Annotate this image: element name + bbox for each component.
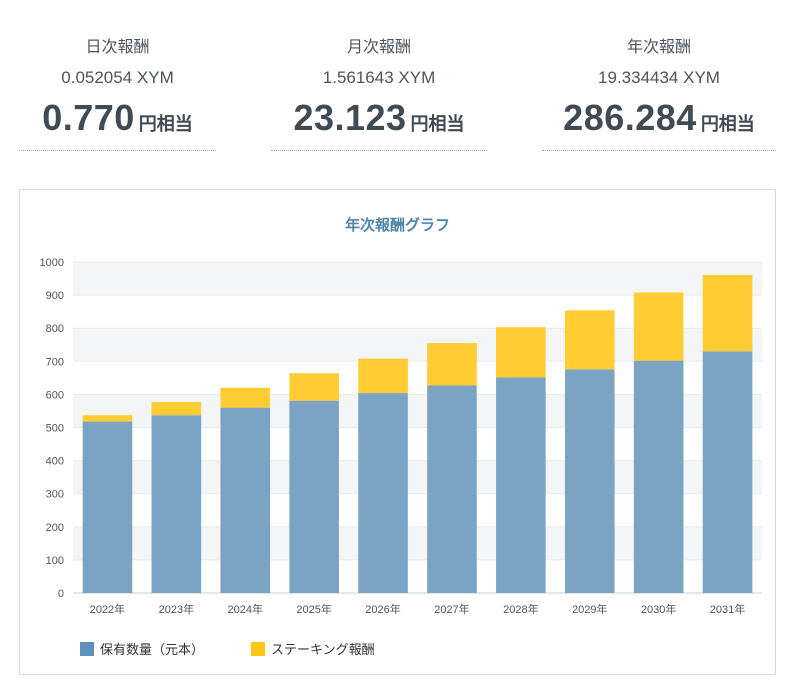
bar-principal — [289, 400, 339, 593]
legend-swatch-staking — [251, 642, 265, 656]
y-tick-label: 100 — [46, 555, 64, 567]
monthly-reward-xym: 1.561643 XYM — [322, 68, 436, 87]
x-tick-label: 2024年 — [228, 602, 263, 616]
daily-reward-jpy: 0.770 円相当 — [19, 96, 216, 140]
y-tick-label: 900 — [46, 290, 64, 302]
y-tick-label: 600 — [46, 389, 64, 401]
y-tick-label: 1000 — [40, 257, 64, 269]
x-tick-label: 2027年 — [434, 602, 469, 616]
legend-label-principal: 保有数量（元本） — [100, 642, 205, 657]
yearly-reward-jpy: 286.284 円相当 — [542, 96, 776, 140]
bar-staking — [289, 373, 339, 401]
x-tick-label: 2025年 — [296, 602, 331, 616]
x-tick-label: 2031年 — [710, 602, 745, 616]
x-tick-label: 2026年 — [365, 602, 400, 616]
yearly-reward-jpy-value: 286.284 — [563, 97, 697, 138]
x-tick-label: 2023年 — [159, 602, 194, 616]
monthly-reward-label: 月次報酬 — [346, 39, 411, 56]
bar-staking — [220, 387, 271, 408]
daily-reward-xym: 0.052054 XYM — [61, 68, 174, 87]
legend-item-staking[interactable]: ステーキング報酬 — [251, 642, 375, 658]
yearly-reward-label: 年次報酬 — [626, 39, 691, 56]
yearly-reward-xym: 19.334434 XYM — [598, 68, 720, 87]
y-tick-label: 300 — [46, 489, 64, 501]
bar-staking — [702, 274, 753, 352]
legend-item-principal[interactable]: 保有数量（元本） — [80, 642, 204, 658]
y-tick-label: 400 — [46, 456, 64, 468]
y-tick-label: 200 — [46, 522, 64, 534]
legend-swatch-principal — [80, 642, 94, 656]
bar-principal — [220, 407, 271, 593]
bar-staking — [496, 327, 546, 378]
bar-staking — [427, 343, 477, 386]
yearly-reward-chart: 年次報酬グラフ 0 100 200 300 400 500 600 700 800 900 1000… — [19, 189, 776, 675]
y-tick-label: 500 — [46, 423, 64, 435]
x-tick-label: 2022年 — [90, 602, 125, 616]
monthly-reward-card: 月次報酬 1.561643 XYM 23.123 円相当 — [271, 30, 487, 151]
grid-band — [73, 262, 762, 296]
monthly-reward-jpy: 23.123 円相当 — [271, 96, 487, 140]
yearly-reward-card: 年次報酬 19.334434 XYM 286.284 円相当 — [542, 30, 776, 151]
bar-staking — [564, 310, 615, 370]
legend-label-staking: ステーキング報酬 — [271, 642, 375, 657]
daily-reward-jpy-unit: 円相当 — [138, 114, 193, 134]
bar-principal — [427, 385, 477, 593]
monthly-reward-jpy-unit: 円相当 — [410, 114, 465, 134]
bar-principal — [564, 369, 615, 593]
yearly-reward-jpy-unit: 円相当 — [700, 114, 755, 134]
bar-staking — [151, 402, 202, 416]
bar-principal — [151, 415, 202, 593]
daily-reward-card: 日次報酬 0.052054 XYM 0.770 円相当 — [19, 30, 216, 151]
bar-staking — [358, 358, 408, 394]
reward-stats: 日次報酬 0.052054 XYM 0.770 円相当 月次報酬 1.561643… — [0, 0, 798, 160]
daily-reward-jpy-value: 0.770 — [42, 97, 135, 138]
bar-principal — [496, 377, 546, 593]
y-tick-label: 700 — [46, 356, 64, 368]
daily-reward-label: 日次報酬 — [85, 39, 150, 56]
x-tick-label: 2028年 — [503, 602, 538, 616]
bar-principal — [82, 421, 133, 593]
y-tick-label: 800 — [46, 323, 64, 335]
bar-staking — [633, 292, 684, 361]
bar-principal — [702, 351, 753, 593]
bar-staking — [82, 415, 133, 422]
bar-principal — [633, 360, 684, 593]
monthly-reward-jpy-value: 23.123 — [293, 97, 407, 138]
bar-principal — [358, 393, 408, 593]
x-tick-label: 2030年 — [641, 602, 676, 616]
chart-plot: 0 100 200 300 400 500 600 700 800 900 1000 2022年 202… — [40, 257, 762, 616]
x-tick-label: 2029年 — [572, 602, 607, 616]
chart-title: 年次報酬グラフ — [344, 217, 450, 234]
y-tick-label: 0 — [58, 588, 64, 600]
